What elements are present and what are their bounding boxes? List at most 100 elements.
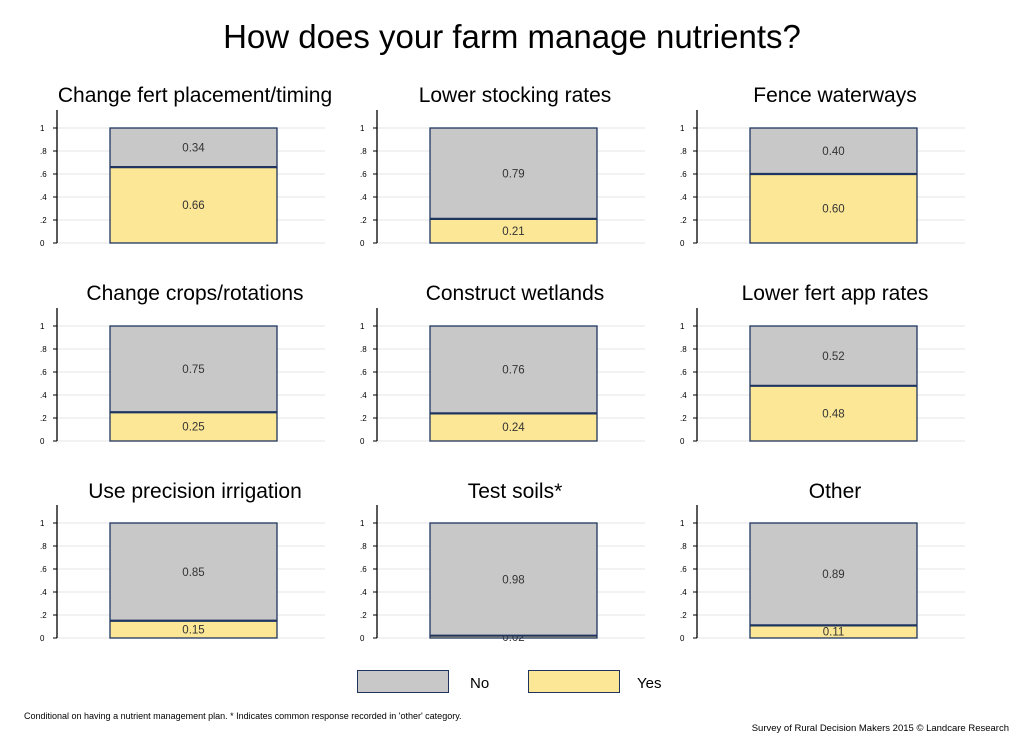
panel-title: Use precision irrigation [88,480,302,503]
bar-segment-no [110,128,277,168]
data-label-no: 0.79 [502,168,524,180]
y-tick-label: .8 [680,147,687,156]
y-tick-label: .6 [360,368,367,377]
data-label-no: 0.52 [822,351,844,363]
y-tick-label: .2 [360,611,367,620]
bar-segment-no [750,326,917,386]
y-tick-label: .4 [680,588,687,597]
y-tick-label: .8 [40,542,47,551]
y-tick-label: .2 [40,216,47,225]
bar-segment-yes [110,412,277,441]
bar-segment-no [750,523,917,626]
bar-segment-yes [750,385,917,441]
panel-title: Test soils* [468,480,563,503]
y-tick-label: .8 [680,542,687,551]
y-tick-label: .2 [680,611,687,620]
page-title: How does your farm manage nutrients? [223,18,801,55]
y-tick-label: .6 [360,565,367,574]
data-label-yes: 0.15 [182,624,204,636]
credit-line: Survey of Rural Decision Makers 2015 © L… [751,723,1009,734]
panel-title: Other [809,480,862,503]
data-label-yes: 0.48 [822,408,844,420]
y-tick-label: .8 [360,147,367,156]
data-label-no: 0.76 [502,365,524,377]
y-tick-label: .2 [40,611,47,620]
panel-title: Lower stocking rates [419,84,612,107]
data-label-no: 0.40 [822,146,844,158]
panel-title: Construct wetlands [426,282,605,305]
y-tick-label: 0 [40,634,45,643]
panel-title: Change fert placement/timing [58,84,332,107]
data-label-yes: 0.21 [502,226,524,238]
bar-outline [429,325,598,442]
legend-swatch-no [357,670,449,693]
bar-segment-no [430,326,597,414]
y-tick-label: 1 [40,519,45,528]
bar-segment-no [110,523,277,621]
y-tick-label: 0 [40,437,45,446]
y-tick-label: .8 [680,345,687,354]
y-tick-label: .6 [680,368,687,377]
legend-swatch-yes [528,670,620,693]
y-tick-label: .8 [40,345,47,354]
y-tick-label: .4 [680,193,687,202]
y-tick-label: .4 [360,588,367,597]
bar-segment-yes [750,625,917,638]
data-label-yes: 0.11 [823,627,845,639]
y-tick-label: .4 [680,391,687,400]
data-label-yes: 0.66 [182,200,204,212]
data-label-no: 0.34 [182,143,205,155]
data-label-no: 0.98 [502,574,524,586]
y-tick-label: .4 [40,391,47,400]
bar-segment-yes [430,413,597,441]
panel-title: Change crops/rotations [86,282,303,305]
bar-segment-no [430,523,597,636]
y-tick-label: .8 [360,345,367,354]
data-label-yes: 0.60 [822,204,844,216]
y-tick-label: 1 [40,322,45,331]
bar-segment-yes [110,620,277,638]
bar-segment-no [430,128,597,219]
data-label-yes: 0.24 [502,422,525,434]
y-tick-label: 0 [360,437,365,446]
y-tick-label: 0 [360,239,365,248]
bar-outline [109,325,278,442]
y-tick-label: .2 [360,414,367,423]
y-tick-label: 1 [360,322,365,331]
y-tick-label: .2 [680,414,687,423]
y-tick-label: .6 [40,170,47,179]
bar-segment-yes [750,174,917,243]
y-tick-label: .8 [40,147,47,156]
footnote: Conditional on having a nutrient managem… [24,711,462,721]
data-label-no: 0.75 [182,364,204,376]
y-tick-label: .2 [680,216,687,225]
data-label-yes: 0.25 [182,422,204,434]
bar-outline [749,522,918,639]
y-tick-label: 1 [360,519,365,528]
bar-segment-yes [430,218,597,243]
bar-outline [749,127,918,244]
data-label-no: 0.85 [182,567,204,579]
panel-title: Lower fert app rates [742,282,929,305]
y-tick-label: 0 [680,239,685,248]
panel-title: Fence waterways [753,84,916,107]
y-tick-label: 0 [360,634,365,643]
y-tick-label: .2 [40,414,47,423]
y-tick-label: 1 [680,322,685,331]
bar-outline [429,522,598,639]
y-tick-label: .4 [40,193,47,202]
bar-outline [429,127,598,244]
bar-segment-no [110,326,277,413]
y-tick-label: .4 [360,391,367,400]
y-tick-label: .6 [680,565,687,574]
data-label-no: 0.89 [822,569,844,581]
y-tick-label: .6 [680,170,687,179]
bar-segment-no [750,128,917,174]
y-tick-label: .4 [40,588,47,597]
y-tick-label: 1 [680,124,685,133]
y-tick-label: .2 [360,216,367,225]
y-tick-label: .6 [40,565,47,574]
bar-segment-yes [110,167,277,243]
y-tick-label: .6 [360,170,367,179]
